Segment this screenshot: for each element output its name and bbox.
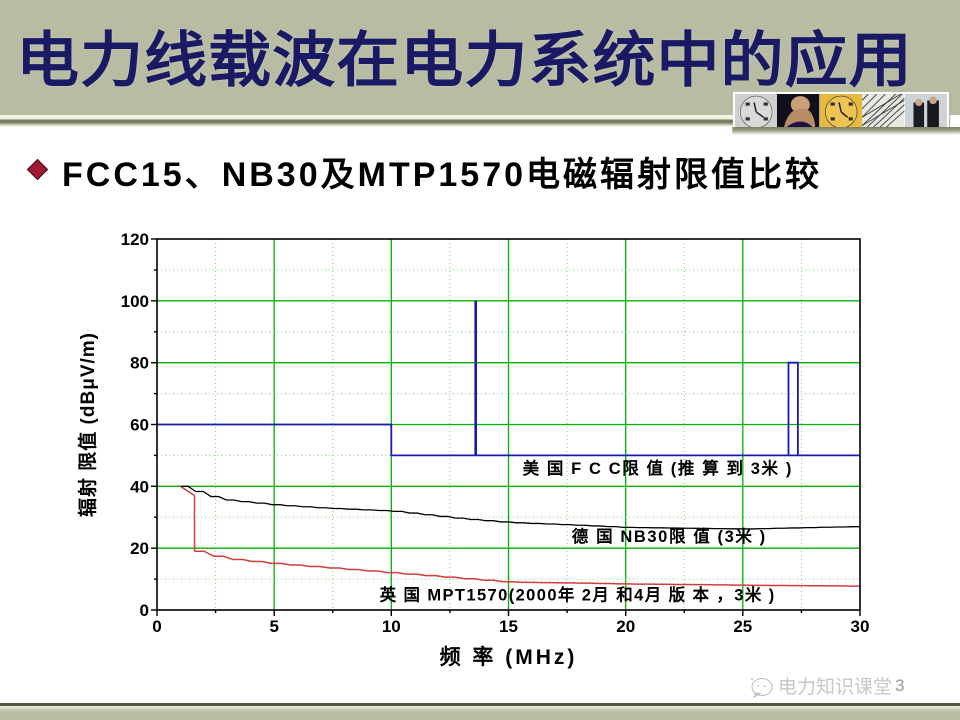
svg-text:辐射 限值 (dBμV/m): 辐射 限值 (dBμV/m) xyxy=(76,332,99,517)
svg-text:德 国 NB30限 值 (3米 ): 德 国 NB30限 值 (3米 ) xyxy=(572,526,767,546)
svg-text:40: 40 xyxy=(130,477,149,496)
svg-text:美 国 F C C限 值 (推 算 到 3米 ): 美 国 F C C限 值 (推 算 到 3米 ) xyxy=(523,458,793,478)
svg-text:30: 30 xyxy=(851,617,870,636)
svg-text:10: 10 xyxy=(382,617,401,636)
svg-text:20: 20 xyxy=(130,539,149,558)
svg-text:60: 60 xyxy=(130,416,149,435)
svg-text:15: 15 xyxy=(499,617,518,636)
svg-text:0: 0 xyxy=(152,617,161,636)
svg-text:20: 20 xyxy=(616,617,635,636)
svg-text:100: 100 xyxy=(121,292,149,311)
svg-text:英 国 MPT1570(2000年 2月 和4月 版 本: 英 国 MPT1570(2000年 2月 和4月 版 本 ，3米 ) xyxy=(380,585,776,605)
svg-text:80: 80 xyxy=(130,354,149,373)
svg-text:频 率 (MHz): 频 率 (MHz) xyxy=(440,645,578,669)
svg-text:25: 25 xyxy=(733,617,752,636)
svg-text:5: 5 xyxy=(269,617,278,636)
svg-text:120: 120 xyxy=(121,230,149,249)
svg-text:0: 0 xyxy=(140,601,149,620)
